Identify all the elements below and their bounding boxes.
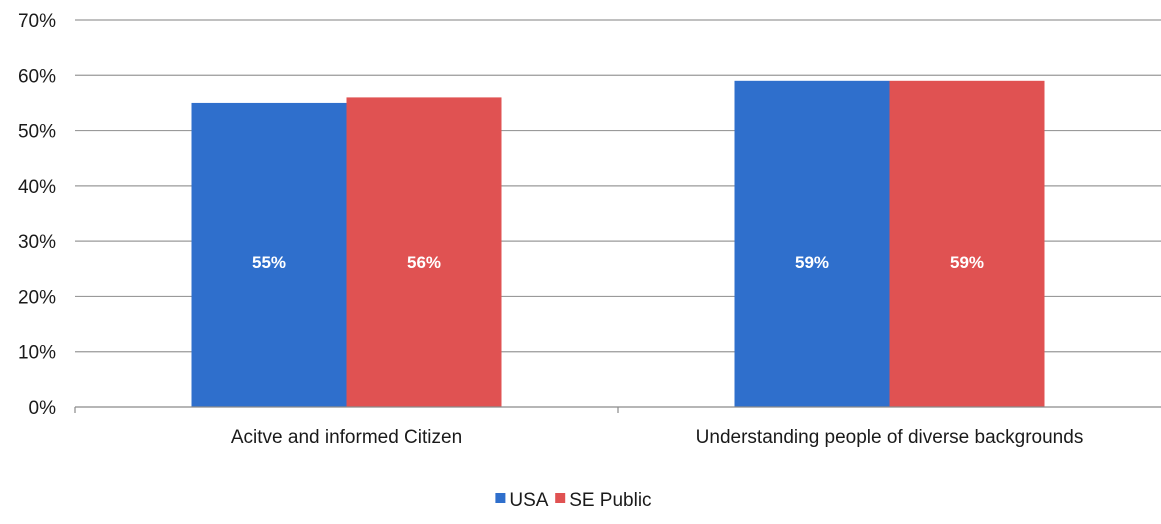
legend-label: USA: [509, 490, 548, 511]
data-label: 59%: [950, 253, 984, 272]
y-tick-label: 70%: [18, 11, 56, 32]
legend-label: SE Public: [569, 490, 651, 511]
x-category-label: Acitve and informed Citizen: [231, 427, 462, 448]
data-labels: 55% 56% 59% 59%: [252, 253, 984, 272]
bar-usa: [191, 102, 347, 407]
bar-usa: [734, 80, 890, 408]
bar-se-public: [346, 97, 502, 408]
legend-swatch: [555, 493, 566, 503]
y-axis-tick-labels: 0% 10% 20% 30% 40% 50% 60% 70%: [18, 11, 56, 419]
legend: USA SE Public: [495, 490, 652, 511]
bar-se-public: [889, 80, 1045, 408]
legend-swatch: [495, 493, 506, 503]
y-tick-label: 20%: [18, 287, 56, 308]
y-tick-label: 50%: [18, 122, 56, 143]
x-axis: [74, 406, 1161, 413]
y-tick-label: 10%: [18, 343, 56, 364]
data-label: 55%: [252, 253, 286, 272]
y-tick-label: 60%: [18, 66, 56, 87]
y-tick-label: 40%: [18, 177, 56, 198]
x-category-label: Understanding people of diverse backgrou…: [696, 427, 1084, 448]
y-tick-label: 30%: [18, 232, 56, 253]
data-label: 59%: [795, 253, 829, 272]
bars: [191, 80, 1045, 408]
data-label: 56%: [407, 253, 441, 272]
y-tick-label: 0%: [29, 398, 57, 419]
x-axis-category-labels: Acitve and informed Citizen Understanding…: [231, 427, 1083, 448]
